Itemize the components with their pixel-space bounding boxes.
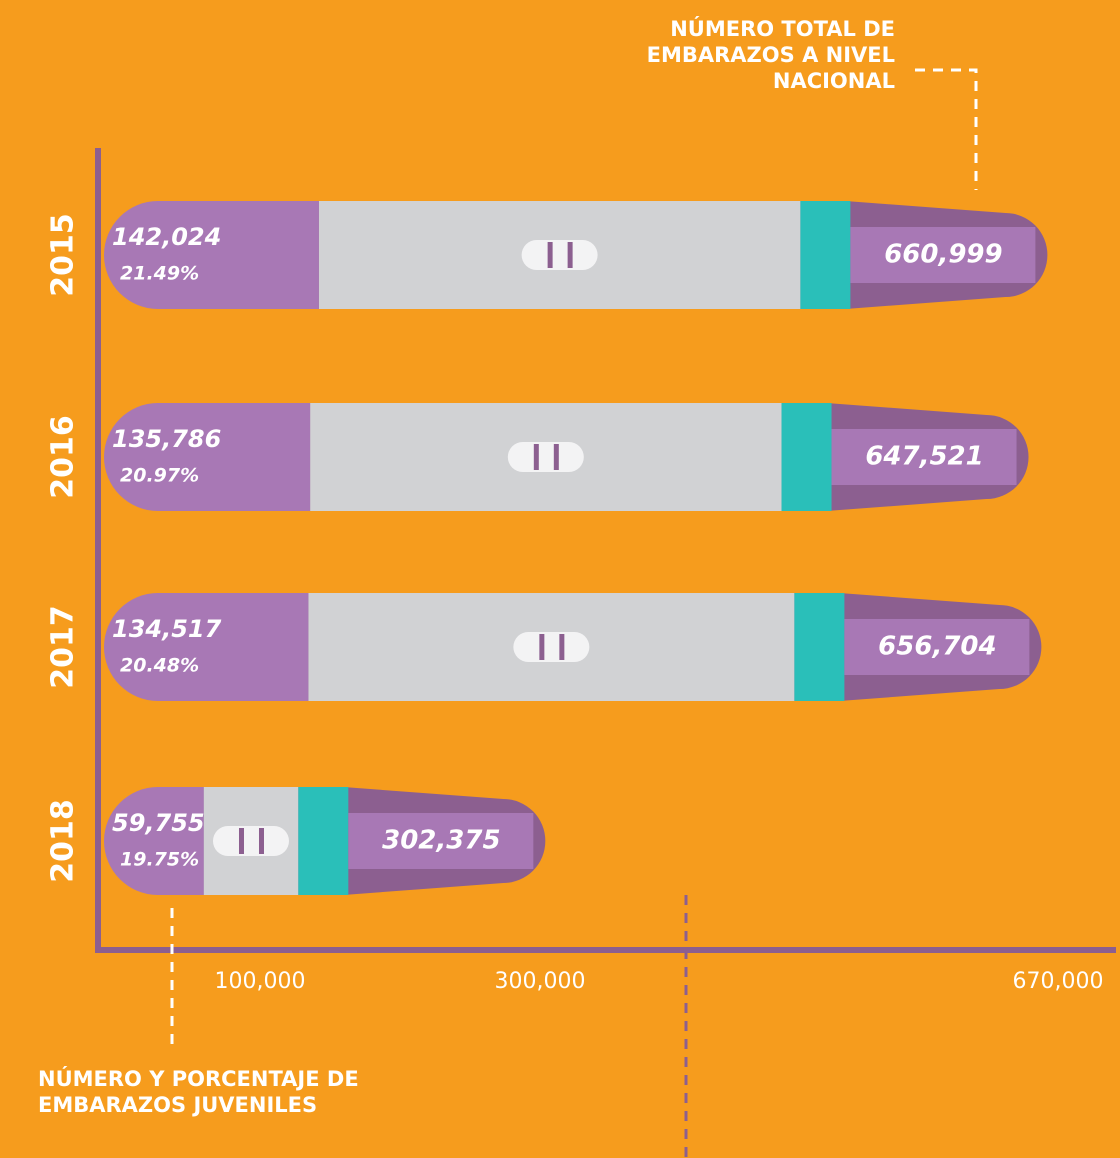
youth-bar [104,403,310,511]
test-band [800,201,850,309]
test-band [782,403,832,511]
chart: 100,000 300,000 670,000 660,999 142,024 21.49… [0,0,1120,1158]
test-line [534,444,539,470]
total-label: 647,521 [865,442,983,472]
x-tick-label: 670,000 [1013,969,1104,994]
test-line [239,828,244,854]
year-label: 2017 [46,605,81,689]
youth-label: 134,517 [112,615,222,643]
youth-bar [104,593,308,701]
year-label: 2018 [46,799,81,883]
annotation-leader [915,70,976,190]
youth-label: 59,755 [112,809,205,837]
x-tick-label: 100,000 [215,969,306,994]
year-label: 2015 [46,213,81,297]
total-label: 656,704 [878,632,996,662]
youth-bar [104,201,319,309]
test-line [568,242,573,268]
youth-percent: 21.49% [120,263,199,285]
test-line [539,634,544,660]
test-line [548,242,553,268]
year-label: 2016 [46,415,81,499]
test-line [259,828,264,854]
test-band [794,593,844,701]
youth-label: 135,786 [112,425,221,453]
total-label: 302,375 [382,826,500,856]
test-line [554,444,559,470]
test-window [513,632,589,662]
page: NÚMERO TOTAL DE EMBARAZOS A NIVEL NACION… [0,0,1120,1158]
test-line [559,634,564,660]
youth-label: 142,024 [112,223,221,251]
test-window [508,442,584,472]
x-tick-label: 300,000 [495,969,586,994]
test-window [522,240,598,270]
youth-percent: 20.48% [120,655,199,677]
youth-bar [104,787,204,895]
test-band [298,787,348,895]
total-label: 660,999 [884,240,1002,270]
youth-percent: 19.75% [120,849,199,871]
youth-percent: 20.97% [120,465,199,487]
test-window [213,826,289,856]
